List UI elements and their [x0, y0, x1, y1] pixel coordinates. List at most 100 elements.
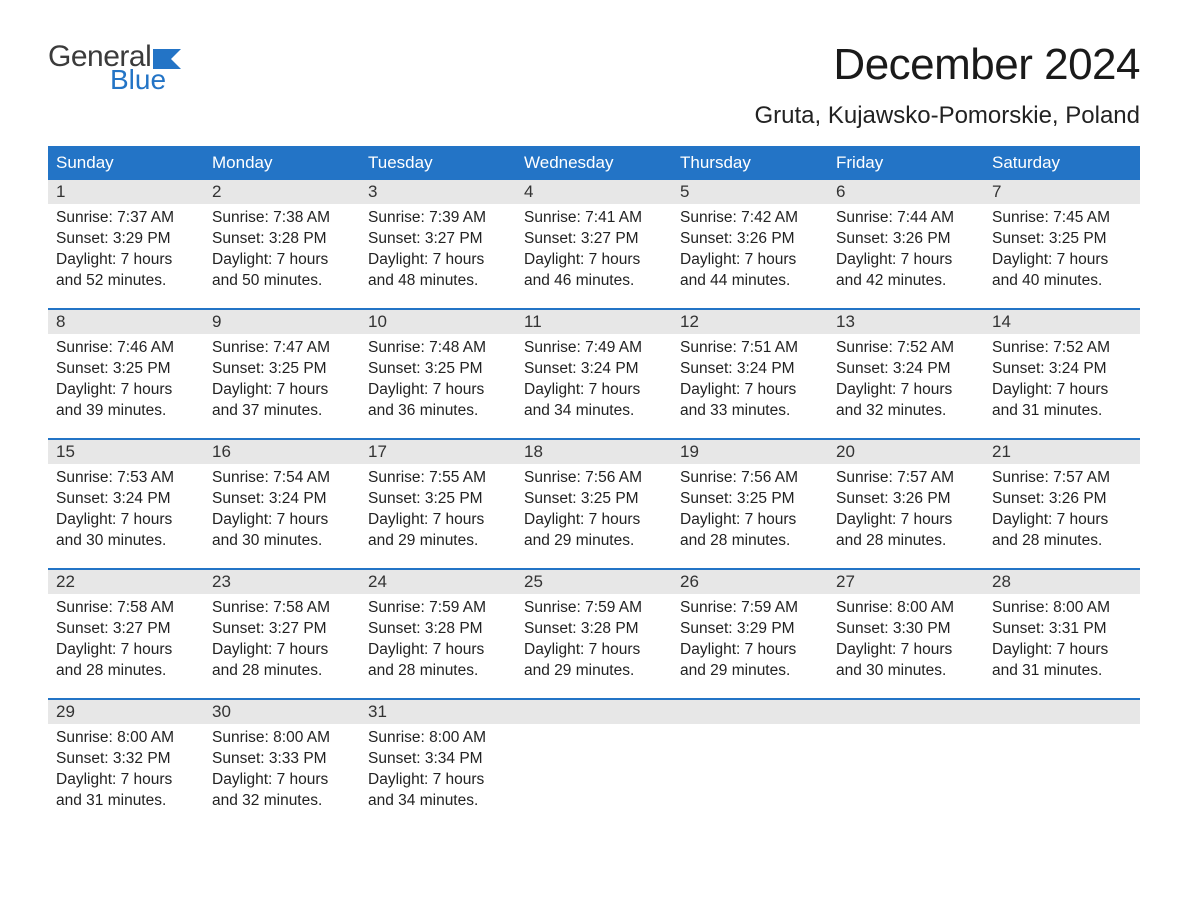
day-d1: Daylight: 7 hours	[680, 640, 820, 660]
day-d2: and 48 minutes.	[368, 271, 508, 291]
day-body: Sunrise: 8:00 AMSunset: 3:32 PMDaylight:…	[48, 724, 204, 815]
day-number: 24	[360, 570, 516, 594]
calendar-day: 5Sunrise: 7:42 AMSunset: 3:26 PMDaylight…	[672, 180, 828, 298]
day-sunset: Sunset: 3:25 PM	[368, 489, 508, 509]
day-sunset: Sunset: 3:24 PM	[56, 489, 196, 509]
day-d1: Daylight: 7 hours	[836, 640, 976, 660]
calendar-day: 14Sunrise: 7:52 AMSunset: 3:24 PMDayligh…	[984, 310, 1140, 428]
header: General Blue December 2024 Gruta, Kujaws…	[48, 40, 1140, 140]
day-body: Sunrise: 7:53 AMSunset: 3:24 PMDaylight:…	[48, 464, 204, 555]
day-d1: Daylight: 7 hours	[836, 380, 976, 400]
day-sunset: Sunset: 3:28 PM	[524, 619, 664, 639]
day-body: Sunrise: 7:41 AMSunset: 3:27 PMDaylight:…	[516, 204, 672, 295]
calendar-week: 8Sunrise: 7:46 AMSunset: 3:25 PMDaylight…	[48, 308, 1140, 428]
day-number: 11	[516, 310, 672, 334]
calendar-day: 13Sunrise: 7:52 AMSunset: 3:24 PMDayligh…	[828, 310, 984, 428]
day-body: Sunrise: 7:52 AMSunset: 3:24 PMDaylight:…	[984, 334, 1140, 425]
day-body: Sunrise: 8:00 AMSunset: 3:30 PMDaylight:…	[828, 594, 984, 685]
day-sunrise: Sunrise: 7:47 AM	[212, 338, 352, 358]
day-sunset: Sunset: 3:25 PM	[368, 359, 508, 379]
day-sunrise: Sunrise: 7:58 AM	[56, 598, 196, 618]
day-sunset: Sunset: 3:33 PM	[212, 749, 352, 769]
day-number: 29	[48, 700, 204, 724]
day-number	[516, 700, 672, 724]
day-sunrise: Sunrise: 8:00 AM	[992, 598, 1132, 618]
day-d1: Daylight: 7 hours	[836, 250, 976, 270]
day-body: Sunrise: 7:37 AMSunset: 3:29 PMDaylight:…	[48, 204, 204, 295]
day-d2: and 44 minutes.	[680, 271, 820, 291]
dayhead-monday: Monday	[204, 146, 360, 180]
day-sunset: Sunset: 3:25 PM	[212, 359, 352, 379]
day-d2: and 28 minutes.	[680, 531, 820, 551]
day-sunrise: Sunrise: 7:49 AM	[524, 338, 664, 358]
day-d2: and 29 minutes.	[524, 531, 664, 551]
calendar-day: 25Sunrise: 7:59 AMSunset: 3:28 PMDayligh…	[516, 570, 672, 688]
day-body: Sunrise: 7:51 AMSunset: 3:24 PMDaylight:…	[672, 334, 828, 425]
day-number: 19	[672, 440, 828, 464]
day-sunrise: Sunrise: 8:00 AM	[836, 598, 976, 618]
day-d1: Daylight: 7 hours	[212, 510, 352, 530]
day-d2: and 28 minutes.	[56, 661, 196, 681]
day-sunset: Sunset: 3:27 PM	[212, 619, 352, 639]
dayhead-sunday: Sunday	[48, 146, 204, 180]
day-d2: and 37 minutes.	[212, 401, 352, 421]
day-sunrise: Sunrise: 7:39 AM	[368, 208, 508, 228]
day-number: 10	[360, 310, 516, 334]
day-d1: Daylight: 7 hours	[680, 380, 820, 400]
calendar-day: 22Sunrise: 7:58 AMSunset: 3:27 PMDayligh…	[48, 570, 204, 688]
day-body: Sunrise: 7:55 AMSunset: 3:25 PMDaylight:…	[360, 464, 516, 555]
day-sunset: Sunset: 3:25 PM	[56, 359, 196, 379]
day-sunset: Sunset: 3:34 PM	[368, 749, 508, 769]
day-body: Sunrise: 7:38 AMSunset: 3:28 PMDaylight:…	[204, 204, 360, 295]
day-body: Sunrise: 7:46 AMSunset: 3:25 PMDaylight:…	[48, 334, 204, 425]
day-d2: and 33 minutes.	[680, 401, 820, 421]
day-number: 9	[204, 310, 360, 334]
day-body: Sunrise: 8:00 AMSunset: 3:31 PMDaylight:…	[984, 594, 1140, 685]
day-body: Sunrise: 7:42 AMSunset: 3:26 PMDaylight:…	[672, 204, 828, 295]
day-sunrise: Sunrise: 7:59 AM	[680, 598, 820, 618]
day-d2: and 36 minutes.	[368, 401, 508, 421]
day-number	[828, 700, 984, 724]
calendar-day	[672, 700, 828, 818]
day-d1: Daylight: 7 hours	[368, 510, 508, 530]
calendar-week: 15Sunrise: 7:53 AMSunset: 3:24 PMDayligh…	[48, 438, 1140, 558]
day-body: Sunrise: 7:54 AMSunset: 3:24 PMDaylight:…	[204, 464, 360, 555]
day-d2: and 34 minutes.	[524, 401, 664, 421]
day-sunrise: Sunrise: 7:56 AM	[680, 468, 820, 488]
day-number: 5	[672, 180, 828, 204]
calendar-day: 6Sunrise: 7:44 AMSunset: 3:26 PMDaylight…	[828, 180, 984, 298]
day-number: 15	[48, 440, 204, 464]
calendar-day: 10Sunrise: 7:48 AMSunset: 3:25 PMDayligh…	[360, 310, 516, 428]
calendar-day	[984, 700, 1140, 818]
day-body: Sunrise: 7:56 AMSunset: 3:25 PMDaylight:…	[672, 464, 828, 555]
day-sunrise: Sunrise: 7:42 AM	[680, 208, 820, 228]
day-body: Sunrise: 8:00 AMSunset: 3:34 PMDaylight:…	[360, 724, 516, 815]
day-d2: and 28 minutes.	[368, 661, 508, 681]
day-d1: Daylight: 7 hours	[212, 770, 352, 790]
day-sunrise: Sunrise: 7:51 AM	[680, 338, 820, 358]
calendar-day: 24Sunrise: 7:59 AMSunset: 3:28 PMDayligh…	[360, 570, 516, 688]
day-number	[672, 700, 828, 724]
day-number: 27	[828, 570, 984, 594]
day-d1: Daylight: 7 hours	[56, 510, 196, 530]
calendar-day: 7Sunrise: 7:45 AMSunset: 3:25 PMDaylight…	[984, 180, 1140, 298]
day-d2: and 39 minutes.	[56, 401, 196, 421]
day-d1: Daylight: 7 hours	[368, 770, 508, 790]
day-d1: Daylight: 7 hours	[992, 250, 1132, 270]
day-sunset: Sunset: 3:29 PM	[680, 619, 820, 639]
day-sunset: Sunset: 3:25 PM	[680, 489, 820, 509]
calendar-day: 8Sunrise: 7:46 AMSunset: 3:25 PMDaylight…	[48, 310, 204, 428]
day-number: 22	[48, 570, 204, 594]
calendar-day: 26Sunrise: 7:59 AMSunset: 3:29 PMDayligh…	[672, 570, 828, 688]
day-sunrise: Sunrise: 7:54 AM	[212, 468, 352, 488]
day-d1: Daylight: 7 hours	[56, 250, 196, 270]
day-d1: Daylight: 7 hours	[56, 380, 196, 400]
day-d2: and 29 minutes.	[368, 531, 508, 551]
day-d1: Daylight: 7 hours	[992, 380, 1132, 400]
day-d1: Daylight: 7 hours	[212, 250, 352, 270]
day-sunrise: Sunrise: 7:59 AM	[524, 598, 664, 618]
day-d2: and 28 minutes.	[212, 661, 352, 681]
day-d2: and 31 minutes.	[56, 791, 196, 811]
day-number: 25	[516, 570, 672, 594]
logo-text-blue: Blue	[110, 64, 166, 96]
